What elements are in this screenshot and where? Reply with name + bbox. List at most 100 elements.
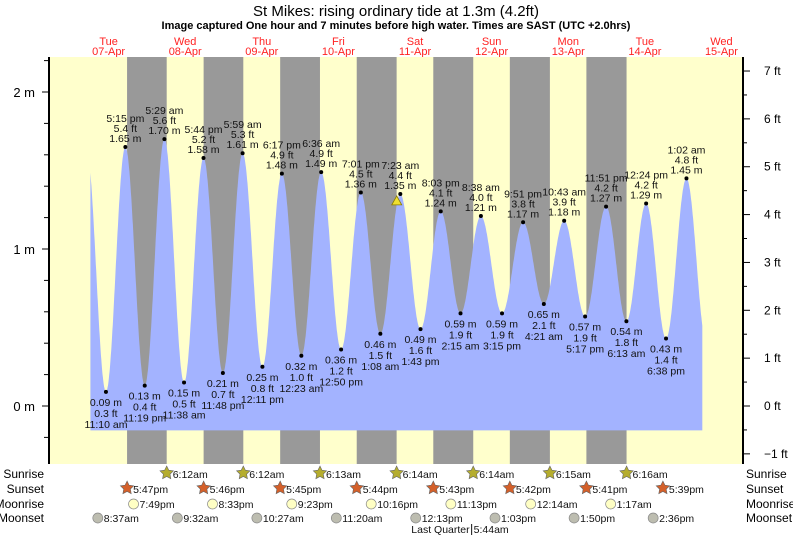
low-tide-point xyxy=(458,311,463,316)
sunset-icon xyxy=(579,480,594,495)
moonset-time: 8:37am xyxy=(104,513,139,525)
tide-height-m: 0.15 m xyxy=(168,387,200,399)
moonrise-icon xyxy=(286,498,298,510)
tide-time: 2:15 am xyxy=(442,340,480,352)
sunrise-icon xyxy=(619,465,634,480)
sunrise-time: 6:12am xyxy=(249,469,284,481)
plot-area: 0 m 1 m 2 m −1 ft 0 ft 1 ft 2 ft 3 ft 4 ft 5 ft 6 … xyxy=(13,57,788,464)
left-tick-label: 0 m xyxy=(13,399,35,414)
right-tick-label: 1 ft xyxy=(764,351,781,365)
moon-phase-label: Last Quarter xyxy=(411,524,470,536)
day-date: 11-Apr xyxy=(399,46,432,58)
chart-subtitle: Image captured One hour and 7 minutes be… xyxy=(162,20,631,32)
tide-height-ft: 5.6 ft xyxy=(153,115,176,127)
high-tide-point xyxy=(521,220,526,225)
tide-height-ft: 5.4 ft xyxy=(114,123,137,135)
tide-height-ft: 0.5 ft xyxy=(172,398,195,410)
tide-time: 1:02 am xyxy=(667,144,705,156)
tide-time: 7:01 pm xyxy=(342,158,380,170)
high-tide-point xyxy=(240,151,245,156)
moonset-icon xyxy=(251,512,263,524)
moonset-icon xyxy=(92,512,104,524)
tide-height-m: 1.48 m xyxy=(266,160,298,172)
tide-height-m: 0.13 m xyxy=(129,391,161,403)
high-tide-point xyxy=(358,190,363,195)
tide-height-ft: 1.2 ft xyxy=(329,365,352,377)
tide-time: 11:38 am xyxy=(163,409,206,421)
tide-height-m: 0.21 m xyxy=(207,378,239,390)
tide-height-ft: 2.1 ft xyxy=(532,320,555,332)
day-date: 14-Apr xyxy=(628,46,661,58)
chart-title: St Mikes: rising ordinary tide at 1.3m (… xyxy=(253,3,539,20)
low-tide-point xyxy=(500,311,505,316)
moonset-icon xyxy=(171,512,183,524)
sunset-icon xyxy=(655,480,671,495)
day-date: 10-Apr xyxy=(322,46,355,58)
sunrise-icon xyxy=(465,465,481,480)
day-weekday: Sun xyxy=(482,36,502,48)
tide-time: 12:24 pm xyxy=(624,169,668,181)
tide-height-m: 1.29 m xyxy=(630,189,662,201)
moonset-icon xyxy=(647,512,659,524)
sunset-icon xyxy=(349,480,365,495)
tide-height-m: 0.65 m xyxy=(528,309,560,321)
sunrise-time: 6:14am xyxy=(479,469,514,481)
right-tick-label: −1 ft xyxy=(764,447,788,461)
tide-height-m: 1.65 m xyxy=(109,133,141,145)
moonset-time: 1:50pm xyxy=(580,513,615,525)
tide-height-m: 0.59 m xyxy=(486,318,518,330)
moonrise-icon xyxy=(445,498,457,510)
right-tick-label: 7 ft xyxy=(764,64,781,78)
moonrise-icon xyxy=(365,498,377,510)
tide-height-ft: 3.9 ft xyxy=(552,197,575,209)
sunset-time: 5:43pm xyxy=(439,484,474,496)
tide-time: 1:43 pm xyxy=(402,356,440,368)
day-weekday: Wed xyxy=(174,36,196,48)
high-tide-point xyxy=(123,144,128,149)
sunrise-time: 6:12am xyxy=(173,469,208,481)
astro-rows: Sunrise Sunrise 6:12am 6:12am 6:13am 6:14am 6:… xyxy=(0,465,793,536)
sunrise-icon xyxy=(542,465,558,480)
low-tide-point xyxy=(299,353,304,358)
tide-height-m: 0.54 m xyxy=(610,326,642,338)
left-tick-label: 2 m xyxy=(13,85,35,100)
sunrise-time: 6:16am xyxy=(633,469,668,481)
day-date: 12-Apr xyxy=(475,46,508,58)
row-label-sunrise-right: Sunrise xyxy=(746,467,787,481)
right-tick-label: 6 ft xyxy=(764,112,781,126)
moonrise-time: 10:16pm xyxy=(377,499,418,511)
day-date: 07-Apr xyxy=(92,46,125,58)
day-date: 13-Apr xyxy=(552,46,585,58)
sunset-time: 5:41pm xyxy=(592,484,627,496)
row-label-moonset-right: Moonset xyxy=(746,511,793,525)
day-weekday: Sat xyxy=(407,36,424,48)
tide-height-ft: 4.9 ft xyxy=(310,148,333,160)
right-tick-label: 2 ft xyxy=(764,303,781,317)
moonrise-icon xyxy=(207,498,218,510)
sunrise-icon xyxy=(312,465,328,480)
tide-time: 5:44 pm xyxy=(185,124,223,136)
moonset-icon xyxy=(489,512,501,524)
high-tide-point xyxy=(478,214,483,219)
tide-height-ft: 5.2 ft xyxy=(192,134,215,146)
tide-height-m: 0.36 m xyxy=(325,354,357,366)
tide-time: 7:23 am xyxy=(381,160,419,172)
tide-height-m: 1.45 m xyxy=(670,164,702,176)
tide-height-m: 0.46 m xyxy=(364,339,396,351)
moonset-icon xyxy=(568,512,580,524)
sunset-time: 5:42pm xyxy=(516,484,551,496)
moonset-time: 12:13pm xyxy=(422,513,463,525)
tide-height-m: 1.24 m xyxy=(425,197,457,209)
tide-time: 11:10 am xyxy=(84,419,127,431)
row-label-sunrise-left: Sunrise xyxy=(3,467,44,481)
moonset-time: 1:03pm xyxy=(501,513,536,525)
tide-height-ft: 4.5 ft xyxy=(349,168,372,180)
sunset-time: 5:47pm xyxy=(133,484,168,496)
tide-time: 3:15 pm xyxy=(483,340,521,352)
moonrise-icon xyxy=(128,498,139,510)
tide-time: 5:17 pm xyxy=(566,344,604,356)
tide-height-m: 0.57 m xyxy=(569,322,601,334)
tide-height-m: 1.17 m xyxy=(507,208,539,220)
tide-height-m: 1.27 m xyxy=(590,193,622,205)
tide-time: 6:36 am xyxy=(302,138,340,150)
